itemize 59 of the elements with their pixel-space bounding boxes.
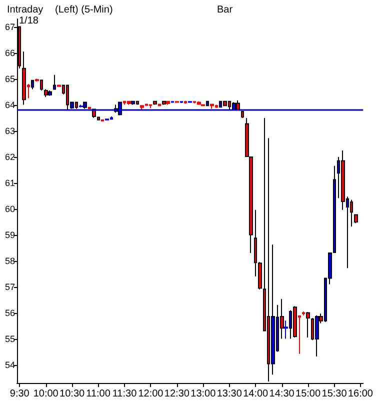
candlestick bbox=[171, 100, 174, 104]
chart-subtitle: (Left) (5-Min) bbox=[55, 4, 113, 16]
y-tick-label: 59 bbox=[4, 230, 15, 240]
candlestick bbox=[184, 100, 187, 104]
x-tick-label: 14:00 bbox=[243, 388, 269, 400]
candlestick bbox=[48, 90, 52, 96]
y-tick-label: 57 bbox=[4, 282, 15, 292]
y-tick-label: 65 bbox=[4, 74, 15, 84]
candlestick bbox=[22, 51, 26, 106]
x-tick-label: 15:30 bbox=[322, 388, 348, 400]
x-tick-label: 16:00 bbox=[348, 388, 374, 400]
candlestick bbox=[315, 314, 319, 357]
y-tick-label: 62 bbox=[4, 152, 15, 162]
candlestick bbox=[127, 100, 131, 106]
annotation: 1/18 bbox=[19, 16, 39, 26]
candlestick bbox=[206, 100, 209, 107]
x-tick-label: 12:00 bbox=[138, 388, 164, 400]
candlestick bbox=[140, 105, 144, 112]
candlestick bbox=[210, 104, 214, 110]
candlestick bbox=[201, 104, 205, 106]
candlestick bbox=[180, 100, 183, 104]
x-tick-label: 10:00 bbox=[33, 388, 59, 400]
text: Bar bbox=[217, 4, 234, 16]
chart-title: Intraday bbox=[7, 4, 44, 16]
y-tick-label: 60 bbox=[4, 204, 15, 214]
candlestick bbox=[83, 102, 87, 110]
candlestick bbox=[166, 100, 170, 106]
y-tick-label: 58 bbox=[4, 256, 15, 266]
x-tick-label: 13:30 bbox=[216, 388, 242, 400]
candlestick bbox=[79, 104, 83, 108]
y-tick-label: 56 bbox=[4, 308, 15, 318]
y-tick-label: 54 bbox=[4, 360, 15, 370]
candlestick bbox=[223, 100, 227, 107]
y-tick-label: 61 bbox=[4, 178, 15, 188]
x-tick-label: 15:00 bbox=[296, 388, 321, 400]
candlestick bbox=[354, 214, 358, 224]
x-tick-label: 13:00 bbox=[190, 388, 216, 400]
candlestick bbox=[31, 80, 34, 90]
x-tick-label: 10:30 bbox=[60, 388, 86, 400]
y-tick-label: 63 bbox=[4, 126, 15, 136]
candlestick bbox=[197, 100, 201, 106]
candlestick bbox=[241, 110, 244, 119]
candlestick bbox=[232, 102, 236, 110]
x-tick-label: 11:00 bbox=[86, 388, 111, 400]
x-tick-label: 12:30 bbox=[164, 388, 190, 400]
y-tick-label: 64 bbox=[4, 100, 15, 110]
candlestick bbox=[44, 88, 48, 98]
candlestick bbox=[236, 100, 240, 110]
candlestick bbox=[149, 104, 152, 109]
y-tick-label: 66 bbox=[4, 48, 15, 58]
y-tick-label: 55 bbox=[4, 334, 15, 344]
candlestick bbox=[175, 100, 179, 104]
x-tick-label: 9:30 bbox=[10, 388, 30, 400]
x-tick-label: 11:30 bbox=[112, 388, 138, 400]
candlestick bbox=[53, 74, 56, 90]
y-tick-label: 67 bbox=[4, 22, 15, 32]
x-tick-label: 14:30 bbox=[269, 388, 295, 400]
candlestick bbox=[306, 312, 310, 338]
candlestick bbox=[188, 100, 192, 104]
